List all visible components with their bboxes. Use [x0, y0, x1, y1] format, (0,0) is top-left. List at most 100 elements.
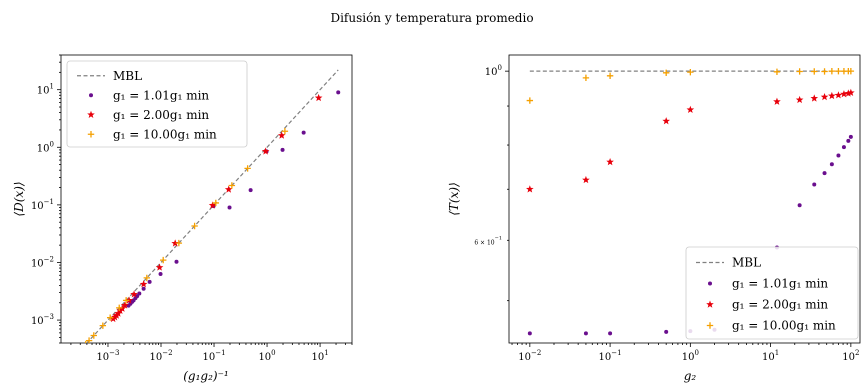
temperature-point [846, 138, 851, 143]
diffusion-point [122, 297, 130, 304]
diffusion-point [171, 239, 179, 247]
temperature-point [606, 158, 614, 166]
diffusion-plot-area [74, 69, 341, 357]
diffusion-point [116, 304, 123, 312]
temperature-point [773, 97, 781, 105]
temperature-x-tick-label: 101 [762, 349, 779, 363]
temperature-point [828, 67, 836, 75]
temperature-point [664, 329, 669, 334]
temperature-point [840, 90, 848, 98]
temperature-point [822, 171, 827, 176]
temperature-point [797, 203, 802, 208]
legend-label-mbl: MBL [732, 256, 761, 270]
temperature-point [686, 105, 695, 113]
diffusion-point [90, 332, 97, 339]
diffusion-point [314, 93, 323, 102]
temperature-point [526, 185, 534, 193]
temperature-plot-frame [508, 54, 861, 344]
temperature-point [829, 162, 834, 167]
temperature-point [847, 88, 855, 96]
diffusion-y-tick-label: 10−2 [31, 255, 54, 269]
diffusion-point [280, 147, 285, 152]
temperature-point [841, 145, 846, 150]
temperature-y-tick-label: 6 × 10−1 [474, 235, 502, 246]
temperature-point [848, 134, 853, 139]
temperature-point [820, 92, 829, 101]
legend-swatch-g1000 [87, 131, 95, 138]
legend-swatch-g200 [87, 110, 95, 118]
diffusion-point [139, 280, 148, 288]
diffusion-x-tick-label: 10−2 [149, 349, 172, 363]
temperature-point [795, 95, 804, 104]
diffusion-x-tick-label: 10−3 [96, 349, 119, 363]
legend-swatch-g101 [708, 281, 712, 286]
diffusion-point [174, 259, 179, 264]
diffusion-point [76, 348, 82, 354]
legend-label-g1000: g₁ = 10.00g₁ min [113, 127, 217, 141]
temperature-x-tick-label: 10−2 [518, 349, 541, 363]
diffusion-point [106, 314, 114, 321]
temperature-point [828, 91, 836, 100]
temperature-y-axis-label: ⟨T(x)⟩ [447, 182, 461, 216]
diffusion-point [85, 337, 93, 343]
diffusion-point [155, 263, 164, 271]
diffusion-point [143, 274, 151, 282]
temperature-point [662, 69, 670, 77]
legend-label-g1000: g₁ = 10.00g₁ min [732, 319, 836, 333]
legend-swatch-g1000 [706, 322, 714, 329]
temperature-point [582, 74, 590, 82]
diffusion-y-tick-label: 10−1 [31, 198, 54, 212]
temperature-tick-labels: 10−2 10−1 100 101 102 100 6 × 10−1 [474, 64, 859, 363]
temperature-legend-frame [685, 246, 859, 340]
diffusion-point [227, 205, 232, 210]
temperature-point [583, 331, 588, 336]
temperature-point [810, 94, 819, 102]
temperature-x-axis-label: g₂ [684, 369, 697, 383]
diffusion-point [175, 239, 183, 247]
temperature-point [821, 68, 828, 75]
diffusion-y-tick-label: 101 [37, 83, 54, 97]
diffusion-point [228, 182, 236, 189]
temperature-point [834, 91, 843, 99]
diffusion-series-g1000 [74, 128, 289, 357]
diffusion-point [281, 128, 289, 135]
diffusion-point [208, 201, 217, 209]
temperature-point [836, 153, 841, 158]
figure-title: Difusión y temperatura promedio [330, 11, 533, 25]
legend-label-g200: g₁ = 2.00g₁ min [113, 108, 209, 122]
temperature-point [582, 175, 590, 184]
temperature-point [527, 331, 532, 336]
diffusion-point [80, 344, 86, 350]
temperature-point [773, 68, 781, 76]
temperature-point [847, 67, 855, 75]
diffusion-point [160, 256, 167, 264]
temperature-series-g1000 [526, 67, 855, 104]
temperature-series-g200 [526, 88, 855, 193]
diffusion-tick-marks [57, 54, 353, 347]
diffusion-point [336, 90, 341, 95]
diffusion-tick-labels: 10−3 10−2 10−1 100 101 10−3 10−2 10−1 100 101 [31, 83, 329, 363]
diffusion-point [74, 351, 80, 357]
diffusion-x-tick-label: 101 [311, 349, 328, 363]
legend-label-g200: g₁ = 2.00g₁ min [732, 298, 828, 312]
diffusion-x-axis-label: (g₁g₂)⁻¹ [183, 369, 229, 383]
diffusion-point [158, 272, 163, 277]
diffusion-point [99, 322, 107, 329]
diffusion-point [141, 286, 146, 291]
diffusion-x-tick-label: 10−1 [202, 349, 225, 363]
diffusion-point [277, 131, 286, 139]
temperature-point [835, 67, 842, 75]
diffusion-point [147, 279, 152, 284]
legend-label-g101: g₁ = 1.01g₁ min [113, 88, 209, 102]
temperature-x-tick-label: 100 [682, 349, 699, 363]
legend-swatch-g101 [89, 93, 93, 98]
temperature-x-tick-label: 102 [842, 349, 859, 363]
diffusion-point [130, 290, 138, 298]
diffusion-series-g101 [126, 90, 341, 308]
diffusion-y-tick-label: 100 [37, 140, 54, 154]
temperature-point [844, 89, 853, 97]
diffusion-x-tick-label: 100 [258, 349, 275, 363]
temperature-point [687, 68, 694, 76]
diffusion-y-tick-label: 10−3 [31, 313, 54, 327]
temperature-point [812, 182, 817, 187]
